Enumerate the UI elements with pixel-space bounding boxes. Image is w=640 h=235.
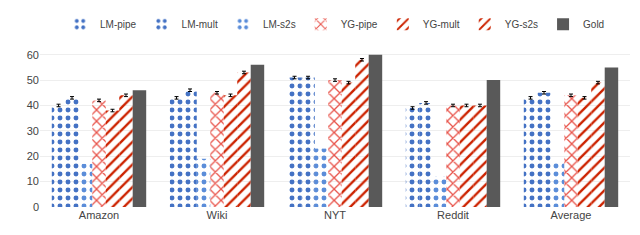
svg-text:YG-mult: YG-mult [423, 19, 460, 30]
svg-text:10: 10 [27, 175, 39, 187]
svg-text:20: 20 [27, 150, 39, 162]
svg-text:Gold: Gold [583, 19, 604, 30]
svg-text:YG-s2s: YG-s2s [505, 19, 538, 30]
svg-text:Wiki: Wiki [207, 209, 228, 221]
svg-text:LM-s2s: LM-s2s [263, 19, 296, 30]
svg-text:Average: Average [551, 209, 592, 221]
svg-text:Reddit: Reddit [437, 209, 469, 221]
svg-text:Amazon: Amazon [79, 209, 119, 221]
svg-text:60: 60 [27, 49, 39, 61]
svg-text:50: 50 [27, 74, 39, 86]
svg-text:NYT: NYT [324, 209, 346, 221]
svg-text:30: 30 [27, 125, 39, 137]
svg-text:40: 40 [27, 99, 39, 111]
svg-text:LM-mult: LM-mult [182, 19, 218, 30]
svg-text:0: 0 [33, 201, 39, 213]
svg-text:LM-pipe: LM-pipe [100, 19, 137, 30]
svg-text:YG-pipe: YG-pipe [341, 19, 378, 30]
